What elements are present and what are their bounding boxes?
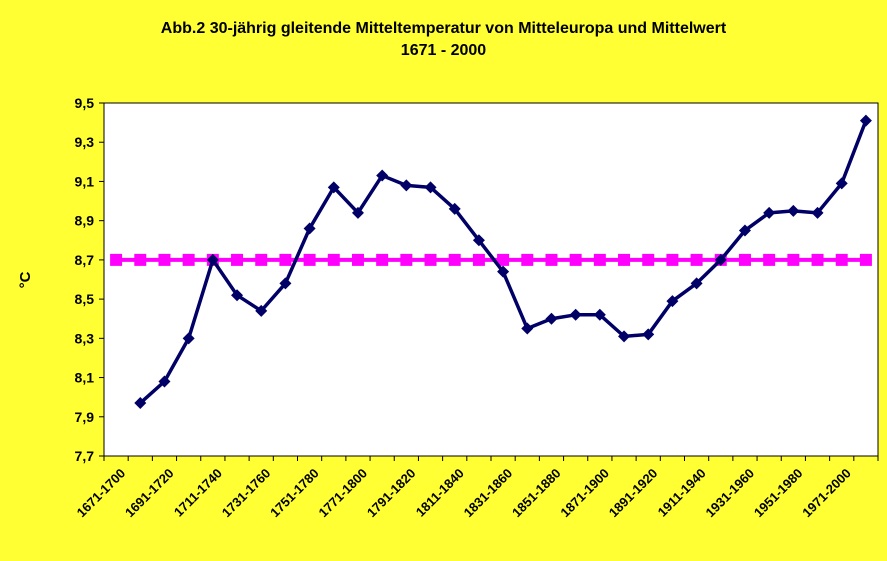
mean-point <box>182 253 195 266</box>
series-layer <box>110 114 872 410</box>
mean-point <box>448 253 461 266</box>
x-tick-label: 1811-1840 <box>413 466 467 520</box>
mean-point <box>666 253 679 266</box>
y-tick-label: 7,7 <box>75 448 95 464</box>
y-tick-label: 8,3 <box>75 330 95 346</box>
temperature-point <box>738 224 751 237</box>
mean-point <box>376 253 389 266</box>
temperature-point <box>497 265 510 278</box>
x-tick-label: 1891-1920 <box>606 466 661 521</box>
x-tick-label: 1751-1780 <box>267 466 322 521</box>
mean-point <box>303 253 316 266</box>
mean-point <box>811 253 824 266</box>
mean-point <box>859 253 872 266</box>
temperature-point <box>763 206 776 219</box>
mean-point <box>545 253 558 266</box>
x-tick-label: 1911-1940 <box>655 466 709 520</box>
axes <box>99 102 879 461</box>
mean-point <box>110 253 123 266</box>
mean-point <box>593 253 606 266</box>
y-tick-label: 8,5 <box>75 291 95 307</box>
temperature-point <box>521 322 534 335</box>
temperature-point <box>835 177 848 190</box>
mean-point <box>351 253 364 266</box>
y-tick-label: 9,3 <box>75 134 95 150</box>
mean-point <box>327 253 340 266</box>
temperature-point <box>279 277 292 290</box>
x-tick-label: 1951-1980 <box>751 466 806 521</box>
temperature-point <box>472 234 485 247</box>
mean-point <box>642 253 655 266</box>
mean-point <box>618 253 631 266</box>
x-tick-label: 1791-1820 <box>364 466 419 521</box>
temperature-point <box>424 181 437 194</box>
temperature-point <box>303 222 316 235</box>
mean-point <box>521 253 534 266</box>
temperature-point <box>327 181 340 194</box>
y-tick-label: 8,1 <box>75 370 95 386</box>
temperature-point <box>642 328 655 341</box>
temperature-point <box>182 332 195 345</box>
x-tick-label: 1731-1760 <box>219 466 274 521</box>
temperature-point <box>400 179 413 192</box>
temperature-point <box>859 114 872 127</box>
mean-point <box>569 253 582 266</box>
mean-point <box>763 253 776 266</box>
temperature-point <box>618 330 631 343</box>
y-axis-label: °C <box>17 271 34 288</box>
temperature-point <box>158 375 171 388</box>
y-tick-label: 8,7 <box>75 252 95 268</box>
temperature-point <box>448 202 461 215</box>
x-tick-label: 1711-1740 <box>171 466 225 520</box>
chart-title-block: Abb.2 30-jährig gleitende Mitteltemperat… <box>0 18 887 62</box>
x-tick-label: 1691-1720 <box>122 466 177 521</box>
mean-point <box>231 253 244 266</box>
mean-point <box>835 253 848 266</box>
x-tick-label: 1851-1880 <box>509 466 564 521</box>
temperature-point <box>787 204 800 217</box>
temperature-point <box>690 277 703 290</box>
temperature-point <box>231 289 244 302</box>
temperature-point <box>569 308 582 321</box>
temperature-point <box>811 206 824 219</box>
temperature-point <box>255 304 268 317</box>
mean-point <box>424 253 437 266</box>
temperature-point <box>545 312 558 325</box>
plot-area <box>104 103 878 456</box>
temperature-point <box>206 253 219 266</box>
temperature-point <box>666 295 679 308</box>
x-tick-label: 1931-1960 <box>703 466 758 521</box>
temperature-point <box>134 397 147 410</box>
y-tick-label: 8,9 <box>75 213 95 229</box>
x-tick-label: 1971-2000 <box>799 466 854 521</box>
x-tick-label: 1831-1860 <box>461 466 516 521</box>
y-tick-label: 9,1 <box>75 173 95 189</box>
chart-title: Abb.2 30-jährig gleitende Mitteltemperat… <box>160 20 727 37</box>
mean-point <box>255 253 268 266</box>
temperature-point <box>593 308 606 321</box>
temperature-point <box>351 206 364 219</box>
x-tick-label: 1871-1900 <box>557 466 612 521</box>
y-tick-label: 9,5 <box>75 95 95 111</box>
chart-subtitle: 1671 - 2000 <box>400 42 487 59</box>
mean-point <box>738 253 751 266</box>
mean-point <box>472 253 485 266</box>
temperature-point <box>714 253 727 266</box>
mean-point <box>787 253 800 266</box>
temperature-point <box>376 169 389 182</box>
mean-point <box>158 253 171 266</box>
x-tick-label: 1671-1700 <box>74 466 129 521</box>
mean-point <box>690 253 703 266</box>
mean-point <box>400 253 413 266</box>
y-tick-label: 7,9 <box>75 409 95 425</box>
mean-point <box>279 253 292 266</box>
mean-point <box>497 253 510 266</box>
mean-point <box>134 253 147 266</box>
x-tick-label: 1771-1800 <box>316 466 371 521</box>
